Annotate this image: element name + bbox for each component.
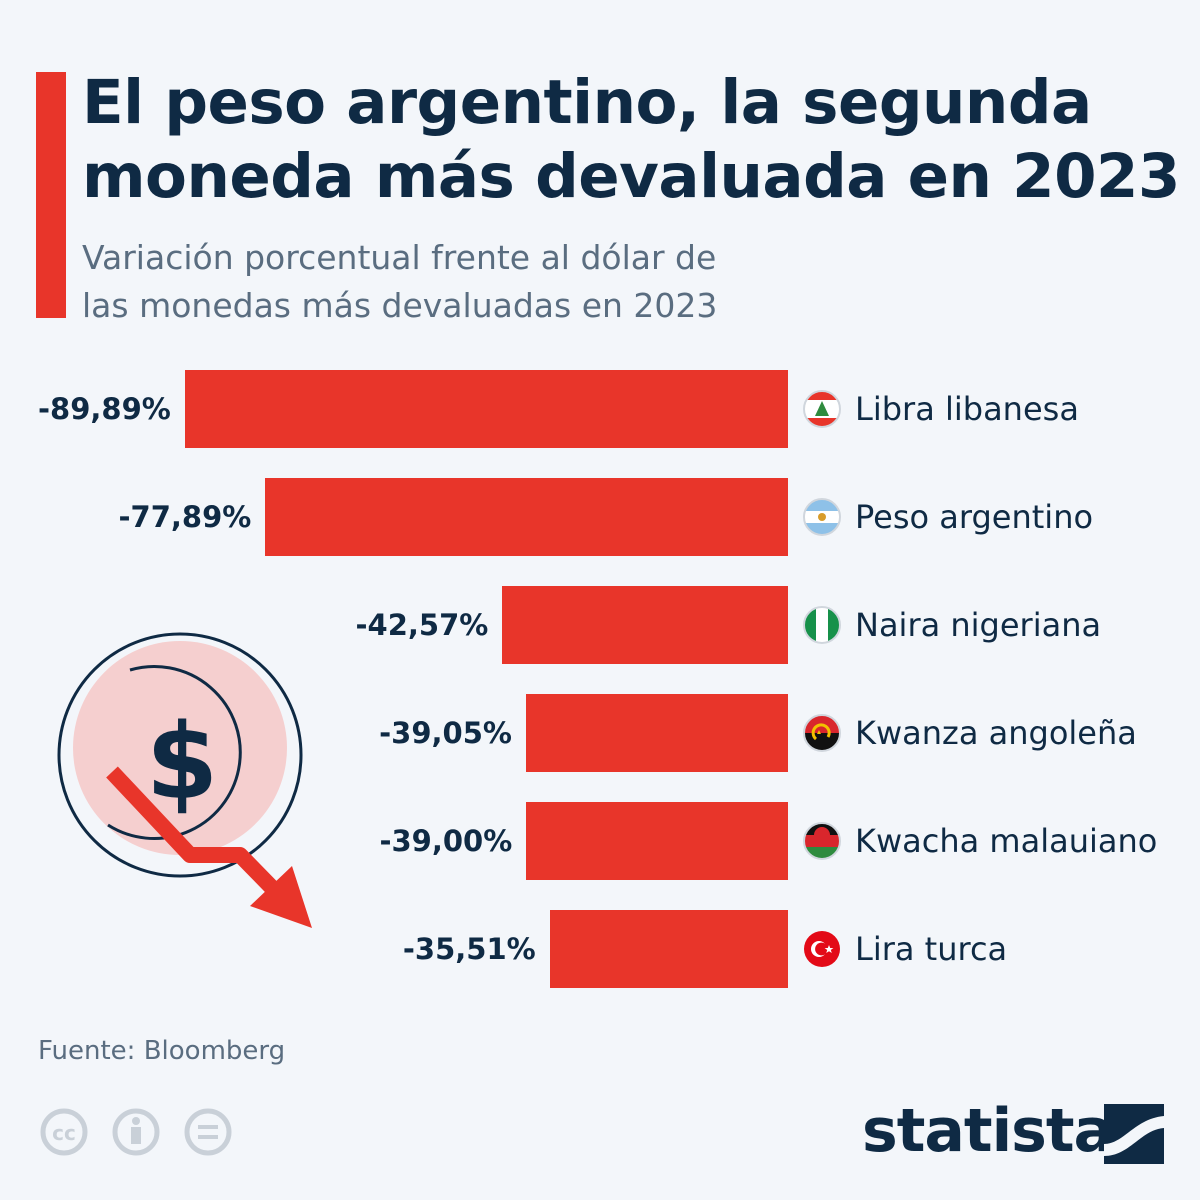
- source-note: Fuente: Bloomberg: [38, 1036, 286, 1066]
- value-label-0: -89,89%: [38, 392, 171, 426]
- bar-1: [265, 478, 788, 556]
- category-label-2: Naira nigeriana: [855, 606, 1102, 644]
- bar-2: [502, 586, 788, 664]
- attribution-icon: [112, 1108, 160, 1156]
- title-accent-bar: [36, 72, 66, 318]
- value-label-1: -77,89%: [118, 500, 252, 534]
- lebanon-flag-icon: [803, 390, 841, 428]
- value-label-4: -39,00%: [379, 824, 513, 858]
- bar-0: [184, 370, 788, 448]
- value-label-5: -35,51%: [402, 932, 536, 966]
- value-label-2: -42,57%: [355, 608, 489, 642]
- svg-text:$: $: [146, 701, 218, 823]
- svg-text:cc: cc: [52, 1121, 76, 1145]
- category-label-4: Kwacha malauiano: [855, 822, 1158, 860]
- angola-flag-icon: [803, 714, 841, 752]
- page-subtitle: Variación porcentual frente al dólar de …: [82, 234, 982, 330]
- bar-4: [526, 802, 788, 880]
- bar-3: [525, 694, 788, 772]
- malawi-flag-icon: [803, 822, 841, 860]
- turkey-flag-icon: [804, 931, 840, 967]
- category-label-3: Kwanza angoleña: [855, 714, 1137, 752]
- license-icons: cc: [40, 1108, 232, 1156]
- category-label-1: Peso argentino: [855, 498, 1094, 536]
- bar-5: [549, 910, 788, 988]
- subtitle-line-2: las monedas más devaluadas en 2023: [82, 286, 718, 325]
- statista-logo: statista: [862, 1096, 1114, 1166]
- devaluation-dollar-icon: $: [57, 632, 312, 928]
- nigeria-flag-icon: [803, 606, 841, 644]
- cc-icon: cc: [40, 1108, 88, 1156]
- category-label-5: Lira turca: [855, 930, 1008, 968]
- value-label-3: -39,05%: [379, 716, 512, 750]
- category-label-0: Libra libanesa: [855, 390, 1079, 428]
- statista-logo-icon: [1104, 1104, 1164, 1164]
- no-derivatives-icon: [184, 1108, 232, 1156]
- subtitle-line-1: Variación porcentual frente al dólar de: [82, 238, 717, 277]
- argentina-flag-icon: [803, 498, 841, 536]
- page-title: El peso argentino, la segunda moneda más…: [82, 67, 1180, 212]
